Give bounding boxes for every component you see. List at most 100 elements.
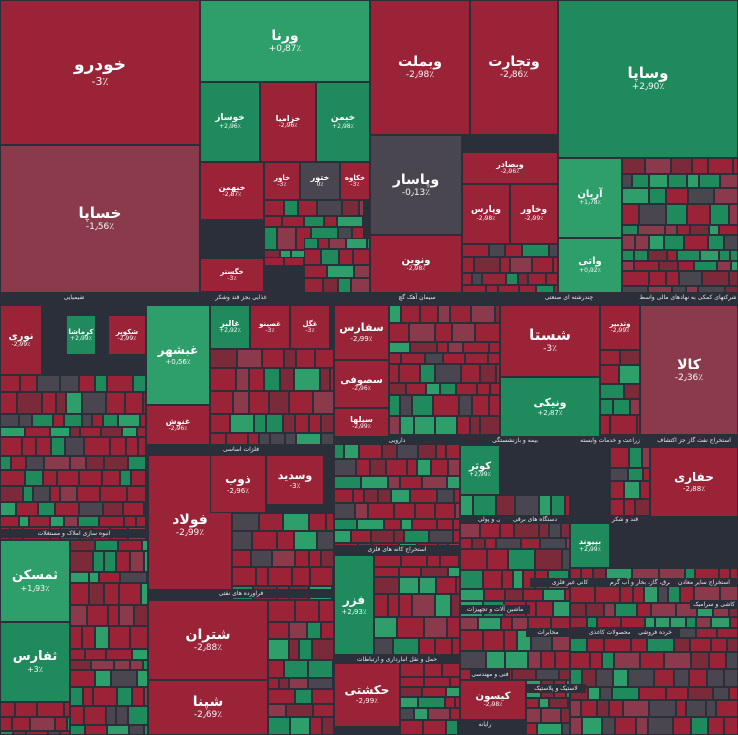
small-stock-tile[interactable]	[417, 459, 431, 476]
small-stock-tile[interactable]	[711, 638, 727, 652]
small-stock-tile[interactable]	[252, 531, 277, 550]
small-stock-tile[interactable]	[526, 723, 537, 735]
small-stock-tile[interactable]	[643, 468, 650, 481]
stock-tile[interactable]: وسدید -3٪	[266, 455, 324, 505]
small-stock-tile[interactable]	[70, 540, 95, 551]
small-stock-tile[interactable]	[632, 174, 649, 188]
small-stock-tile[interactable]	[433, 395, 459, 416]
small-stock-tile[interactable]	[102, 470, 120, 486]
small-stock-tile[interactable]	[249, 368, 264, 391]
small-stock-tile[interactable]	[391, 489, 410, 503]
small-stock-tile[interactable]	[489, 342, 500, 353]
small-stock-tile[interactable]	[637, 603, 651, 617]
stock-tile[interactable]: غگل -3٪	[290, 305, 330, 349]
small-stock-tile[interactable]	[80, 427, 101, 437]
small-stock-tile[interactable]	[289, 678, 308, 689]
stock-tile[interactable]: شکویر -2٫99٪	[108, 315, 146, 355]
small-stock-tile[interactable]	[587, 617, 597, 628]
small-stock-tile[interactable]	[462, 273, 472, 285]
small-stock-tile[interactable]	[0, 414, 19, 427]
small-stock-tile[interactable]	[264, 216, 282, 227]
small-stock-tile[interactable]	[106, 649, 132, 660]
small-stock-tile[interactable]	[555, 651, 570, 669]
small-stock-tile[interactable]	[374, 555, 401, 567]
small-stock-tile[interactable]	[53, 414, 64, 427]
small-stock-tile[interactable]	[664, 235, 684, 250]
small-stock-tile[interactable]	[422, 476, 447, 489]
small-stock-tile[interactable]	[419, 638, 435, 655]
small-stock-tile[interactable]	[264, 250, 280, 258]
small-stock-tile[interactable]	[423, 720, 446, 735]
small-stock-tile[interactable]	[284, 660, 308, 678]
small-stock-tile[interactable]	[440, 383, 456, 395]
small-stock-tile[interactable]	[604, 638, 631, 652]
small-stock-tile[interactable]	[70, 456, 86, 470]
small-stock-tile[interactable]	[309, 550, 321, 567]
small-stock-tile[interactable]	[320, 368, 330, 391]
small-stock-tile[interactable]	[688, 188, 714, 204]
stock-tile[interactable]: غبشهر +0٫56٪	[146, 305, 210, 405]
small-stock-tile[interactable]	[540, 538, 566, 549]
small-stock-tile[interactable]	[374, 577, 399, 594]
small-stock-tile[interactable]	[22, 437, 36, 456]
stock-tile[interactable]: کالا -2٫36٪	[640, 305, 738, 435]
small-stock-tile[interactable]	[359, 200, 364, 216]
small-stock-tile[interactable]	[143, 392, 146, 414]
small-stock-tile[interactable]	[284, 200, 298, 216]
small-stock-tile[interactable]	[128, 456, 146, 470]
stock-tile[interactable]: ثمسکن +1٫93٪	[0, 540, 70, 622]
small-stock-tile[interactable]	[0, 731, 13, 735]
small-stock-tile[interactable]	[84, 706, 106, 725]
small-stock-tile[interactable]	[691, 652, 709, 669]
stock-tile[interactable]: خبهمن -2٫87٪	[200, 162, 264, 220]
small-stock-tile[interactable]	[420, 364, 435, 383]
small-stock-tile[interactable]	[460, 549, 487, 570]
small-stock-tile[interactable]	[374, 617, 397, 638]
small-stock-tile[interactable]	[0, 456, 11, 470]
small-stock-tile[interactable]	[454, 489, 460, 503]
small-stock-tile[interactable]	[70, 427, 80, 437]
small-stock-tile[interactable]	[502, 570, 513, 589]
small-stock-tile[interactable]	[78, 516, 99, 527]
small-stock-tile[interactable]	[553, 257, 558, 273]
small-stock-tile[interactable]	[566, 538, 570, 549]
small-stock-tile[interactable]	[119, 583, 141, 605]
small-stock-tile[interactable]	[674, 669, 689, 687]
small-stock-tile[interactable]	[289, 622, 307, 639]
small-stock-tile[interactable]	[70, 572, 89, 583]
small-stock-tile[interactable]	[38, 502, 55, 516]
small-stock-tile[interactable]	[107, 375, 133, 392]
small-stock-tile[interactable]	[210, 414, 230, 433]
small-stock-tile[interactable]	[649, 271, 666, 286]
small-stock-tile[interactable]	[638, 225, 665, 235]
small-stock-tile[interactable]	[724, 669, 738, 687]
small-stock-tile[interactable]	[210, 349, 237, 368]
stock-tile[interactable]: آریان +1٫78٪	[558, 158, 622, 238]
small-stock-tile[interactable]	[401, 519, 412, 530]
small-stock-tile[interactable]	[79, 502, 103, 516]
small-stock-tile[interactable]	[415, 503, 435, 519]
small-stock-tile[interactable]	[289, 639, 299, 660]
small-stock-tile[interactable]	[478, 617, 501, 630]
small-stock-tile[interactable]	[472, 273, 482, 285]
small-stock-tile[interactable]	[103, 414, 118, 427]
small-stock-tile[interactable]	[0, 502, 16, 516]
small-stock-tile[interactable]	[435, 416, 457, 435]
small-stock-tile[interactable]	[324, 216, 337, 227]
small-stock-tile[interactable]	[420, 305, 438, 323]
small-stock-tile[interactable]	[667, 250, 677, 261]
small-stock-tile[interactable]	[128, 706, 148, 725]
small-stock-tile[interactable]	[553, 601, 570, 617]
small-stock-tile[interactable]	[393, 638, 419, 655]
small-stock-tile[interactable]	[25, 470, 43, 486]
small-stock-tile[interactable]	[394, 503, 415, 519]
small-stock-tile[interactable]	[570, 617, 587, 628]
small-stock-tile[interactable]	[717, 628, 738, 638]
small-stock-tile[interactable]	[666, 188, 688, 204]
small-stock-tile[interactable]	[354, 265, 370, 278]
small-stock-tile[interactable]	[487, 549, 508, 570]
small-stock-tile[interactable]	[313, 704, 334, 717]
small-stock-tile[interactable]	[44, 456, 70, 470]
small-stock-tile[interactable]	[541, 651, 555, 669]
small-stock-tile[interactable]	[624, 481, 640, 499]
